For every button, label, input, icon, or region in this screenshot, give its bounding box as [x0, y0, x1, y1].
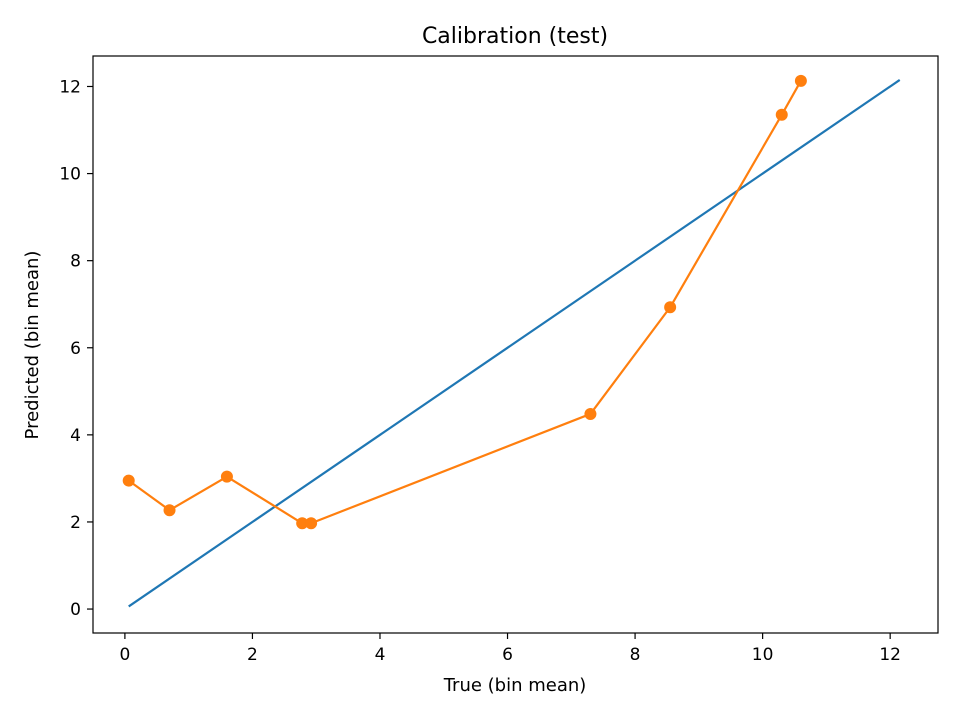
data-point — [296, 517, 309, 530]
plot-area — [122, 74, 901, 608]
y-tick-label: 8 — [70, 252, 81, 272]
y-tick-label: 2 — [70, 513, 81, 533]
x-tick-label: 8 — [630, 645, 641, 665]
data-point — [664, 301, 677, 314]
x-axis-label: True (bin mean) — [443, 675, 587, 696]
data-point — [163, 504, 176, 517]
y-tick-label: 12 — [59, 77, 81, 97]
x-tick-label: 2 — [247, 645, 258, 665]
y-tick-label: 6 — [70, 339, 81, 359]
plot-frame — [92, 55, 939, 634]
x-axis: 0 2 4 6 8 10 12 — [119, 633, 901, 665]
data-point — [305, 517, 318, 530]
x-tick-label: 12 — [879, 645, 901, 665]
data-point — [220, 470, 233, 483]
y-tick-label: 0 — [70, 600, 81, 620]
x-tick-label: 0 — [119, 645, 130, 665]
chart-title: Calibration (test) — [422, 24, 608, 49]
x-tick-label: 10 — [752, 645, 774, 665]
x-tick-label: 6 — [502, 645, 513, 665]
data-point — [775, 108, 788, 121]
y-axis-label: Predicted (bin mean) — [22, 251, 43, 440]
data-point — [584, 407, 597, 420]
data-point — [122, 474, 135, 487]
x-tick-label: 4 — [375, 645, 386, 665]
data-point — [794, 74, 807, 87]
y-axis: 0 2 4 6 8 10 12 — [59, 77, 93, 620]
reference-line — [128, 79, 901, 608]
y-tick-label: 10 — [59, 165, 81, 185]
y-tick-label: 4 — [70, 426, 81, 446]
calibration-line — [128, 80, 802, 525]
